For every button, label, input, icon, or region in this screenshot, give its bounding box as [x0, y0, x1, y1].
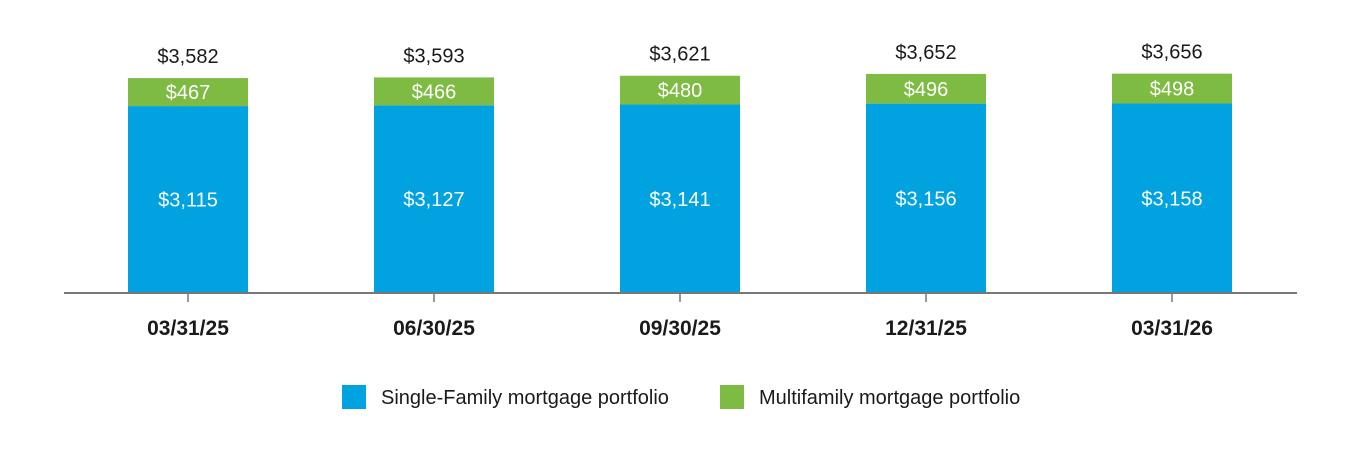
total-label: $3,621 — [649, 44, 710, 66]
x-tick-label: 12/31/25 — [885, 317, 967, 340]
data-label-single-family: $3,141 — [649, 189, 710, 211]
bar-multifamily — [374, 77, 494, 106]
x-tick-label: 06/30/25 — [393, 317, 475, 340]
bar-single-family — [374, 105, 494, 293]
bar-single-family — [128, 106, 248, 293]
legend-label-multifamily: Multifamily mortgage portfolio — [759, 387, 1020, 409]
data-label-single-family: $3,127 — [403, 189, 464, 211]
x-tick-label: 09/30/25 — [639, 317, 721, 340]
data-label-multifamily: $496 — [904, 79, 949, 101]
legend-swatch-multifamily — [720, 385, 744, 409]
legend-label-single-family: Single-Family mortgage portfolio — [381, 387, 669, 409]
bar-multifamily — [128, 78, 248, 107]
total-label: $3,652 — [895, 42, 956, 64]
bar-single-family — [1112, 103, 1232, 294]
data-label-multifamily: $467 — [166, 82, 211, 104]
x-tick-label: 03/31/26 — [1131, 317, 1213, 340]
legend-swatch-single-family — [342, 385, 366, 409]
data-label-multifamily: $498 — [1150, 79, 1195, 101]
bar-multifamily — [866, 73, 986, 104]
data-label-multifamily: $480 — [658, 80, 703, 102]
total-label: $3,656 — [1141, 42, 1202, 64]
bar-multifamily — [620, 75, 740, 105]
bar-single-family — [620, 104, 740, 293]
data-label-single-family: $3,156 — [895, 188, 956, 210]
total-label: $3,582 — [157, 46, 218, 68]
data-label-single-family: $3,158 — [1141, 188, 1202, 210]
bar-single-family — [866, 103, 986, 293]
x-tick-label: 03/31/25 — [147, 317, 229, 340]
data-label-single-family: $3,115 — [158, 190, 218, 212]
bar-multifamily — [1112, 73, 1232, 104]
data-label-multifamily: $466 — [412, 81, 457, 103]
bars-group: $3,115 $467 $3,582 $3,127 $466 $3,593 $3,141 $4… — [128, 42, 1232, 294]
legend: Single-Family mortgage portfolio Multifam… — [342, 385, 1020, 409]
x-axis: 03/31/25 06/30/25 09/30/25 12/31/25 03/31/26 — [64, 292, 1297, 340]
total-label: $3,593 — [403, 45, 464, 67]
